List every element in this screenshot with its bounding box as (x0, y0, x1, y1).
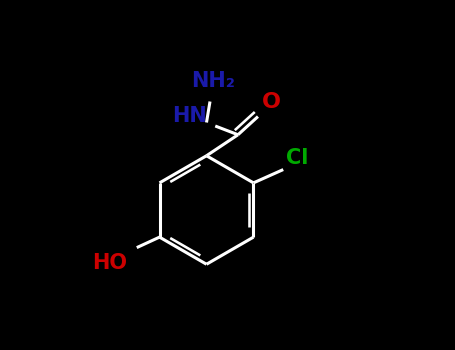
Text: HO: HO (92, 253, 127, 273)
Text: HN: HN (172, 106, 207, 126)
Text: O: O (262, 92, 281, 112)
Text: Cl: Cl (286, 148, 308, 168)
Text: NH₂: NH₂ (192, 71, 235, 91)
